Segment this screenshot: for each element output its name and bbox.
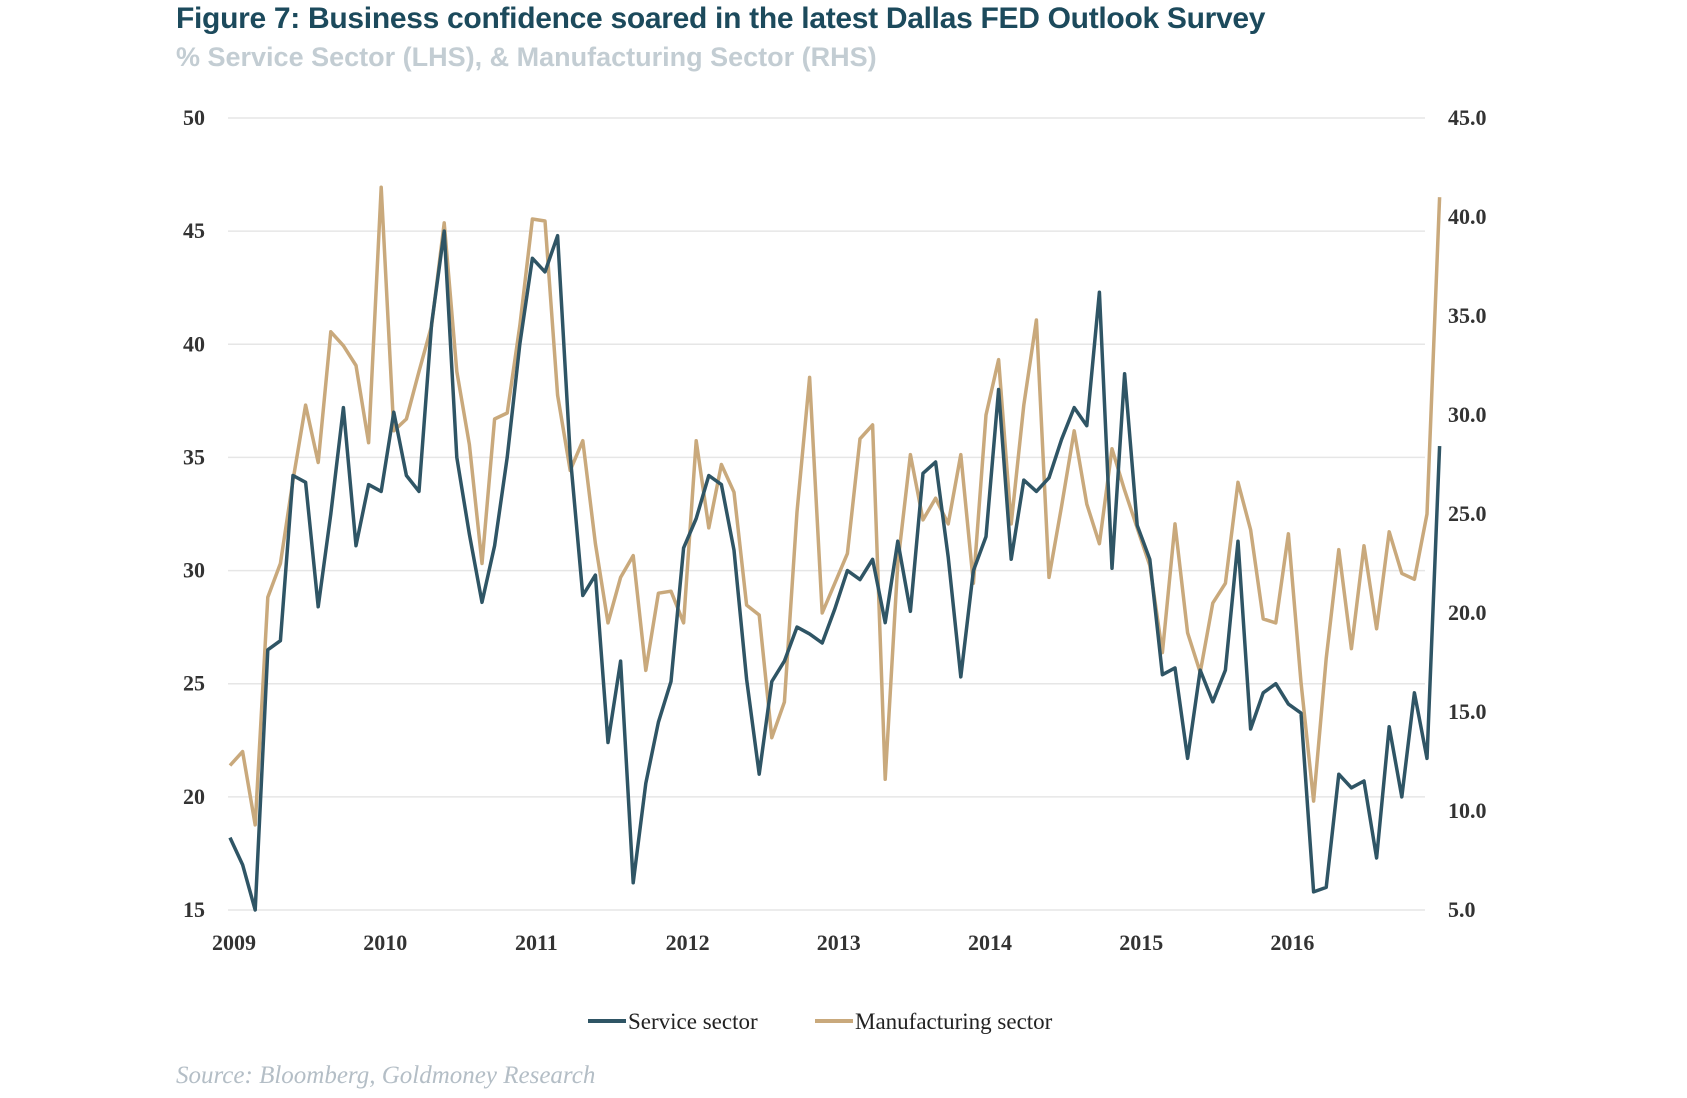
right-tick-label: 5.0: [1448, 897, 1476, 922]
x-tick-label: 2016: [1270, 930, 1314, 955]
right-tick-label: 45.0: [1448, 105, 1487, 130]
left-axis-ticks: 15 20 25 30 35 40 45 50: [183, 105, 205, 922]
right-tick-label: 30.0: [1448, 402, 1487, 427]
manufacturing-sector-line: [228, 185, 1442, 827]
left-tick-label: 45: [183, 218, 205, 243]
right-tick-label: 25.0: [1448, 501, 1487, 526]
x-tick-label: 2015: [1119, 930, 1163, 955]
right-tick-label: 20.0: [1448, 600, 1487, 625]
left-tick-label: 40: [183, 331, 205, 356]
left-tick-label: 25: [183, 671, 205, 696]
right-axis-ticks: 5.0 10.0 15.0 20.0 25.0 30.0 35.0 40.0 45.0: [1448, 105, 1487, 922]
legend: Service sector Manufacturing sector: [588, 1009, 1053, 1034]
x-tick-label: 2014: [968, 930, 1012, 955]
chart-title: Figure 7: Business confidence soared in …: [176, 2, 1266, 35]
right-tick-label: 10.0: [1448, 798, 1487, 823]
left-tick-label: 15: [183, 897, 205, 922]
x-tick-label: 2009: [212, 930, 256, 955]
legend-service-label: Service sector: [628, 1009, 758, 1034]
x-tick-label: 2010: [363, 930, 407, 955]
source-note: Source: Bloomberg, Goldmoney Research: [176, 1062, 596, 1089]
chart-subtitle: % Service Sector (LHS), & Manufacturing …: [176, 42, 877, 72]
right-tick-label: 35.0: [1448, 303, 1487, 328]
right-tick-label: 40.0: [1448, 204, 1487, 229]
legend-manufacturing-label: Manufacturing sector: [855, 1009, 1053, 1034]
line-chart: 15 20 25 30 35 40 45 50 5.0 10.0 15.0 20.0 25.0 30.0…: [183, 105, 1487, 1034]
left-tick-label: 35: [183, 444, 205, 469]
x-tick-label: 2011: [515, 930, 558, 955]
x-tick-label: 2012: [666, 930, 710, 955]
left-tick-label: 20: [183, 784, 205, 809]
left-tick-label: 50: [183, 105, 205, 130]
right-tick-label: 15.0: [1448, 699, 1487, 724]
left-tick-label: 30: [183, 558, 205, 583]
x-tick-label: 2013: [817, 930, 861, 955]
series-lines: [228, 185, 1442, 912]
x-axis-ticks: 2009 2010 2011 2012 2013 2014 2015 2016: [212, 930, 1314, 955]
service-sector-line: [228, 229, 1442, 912]
